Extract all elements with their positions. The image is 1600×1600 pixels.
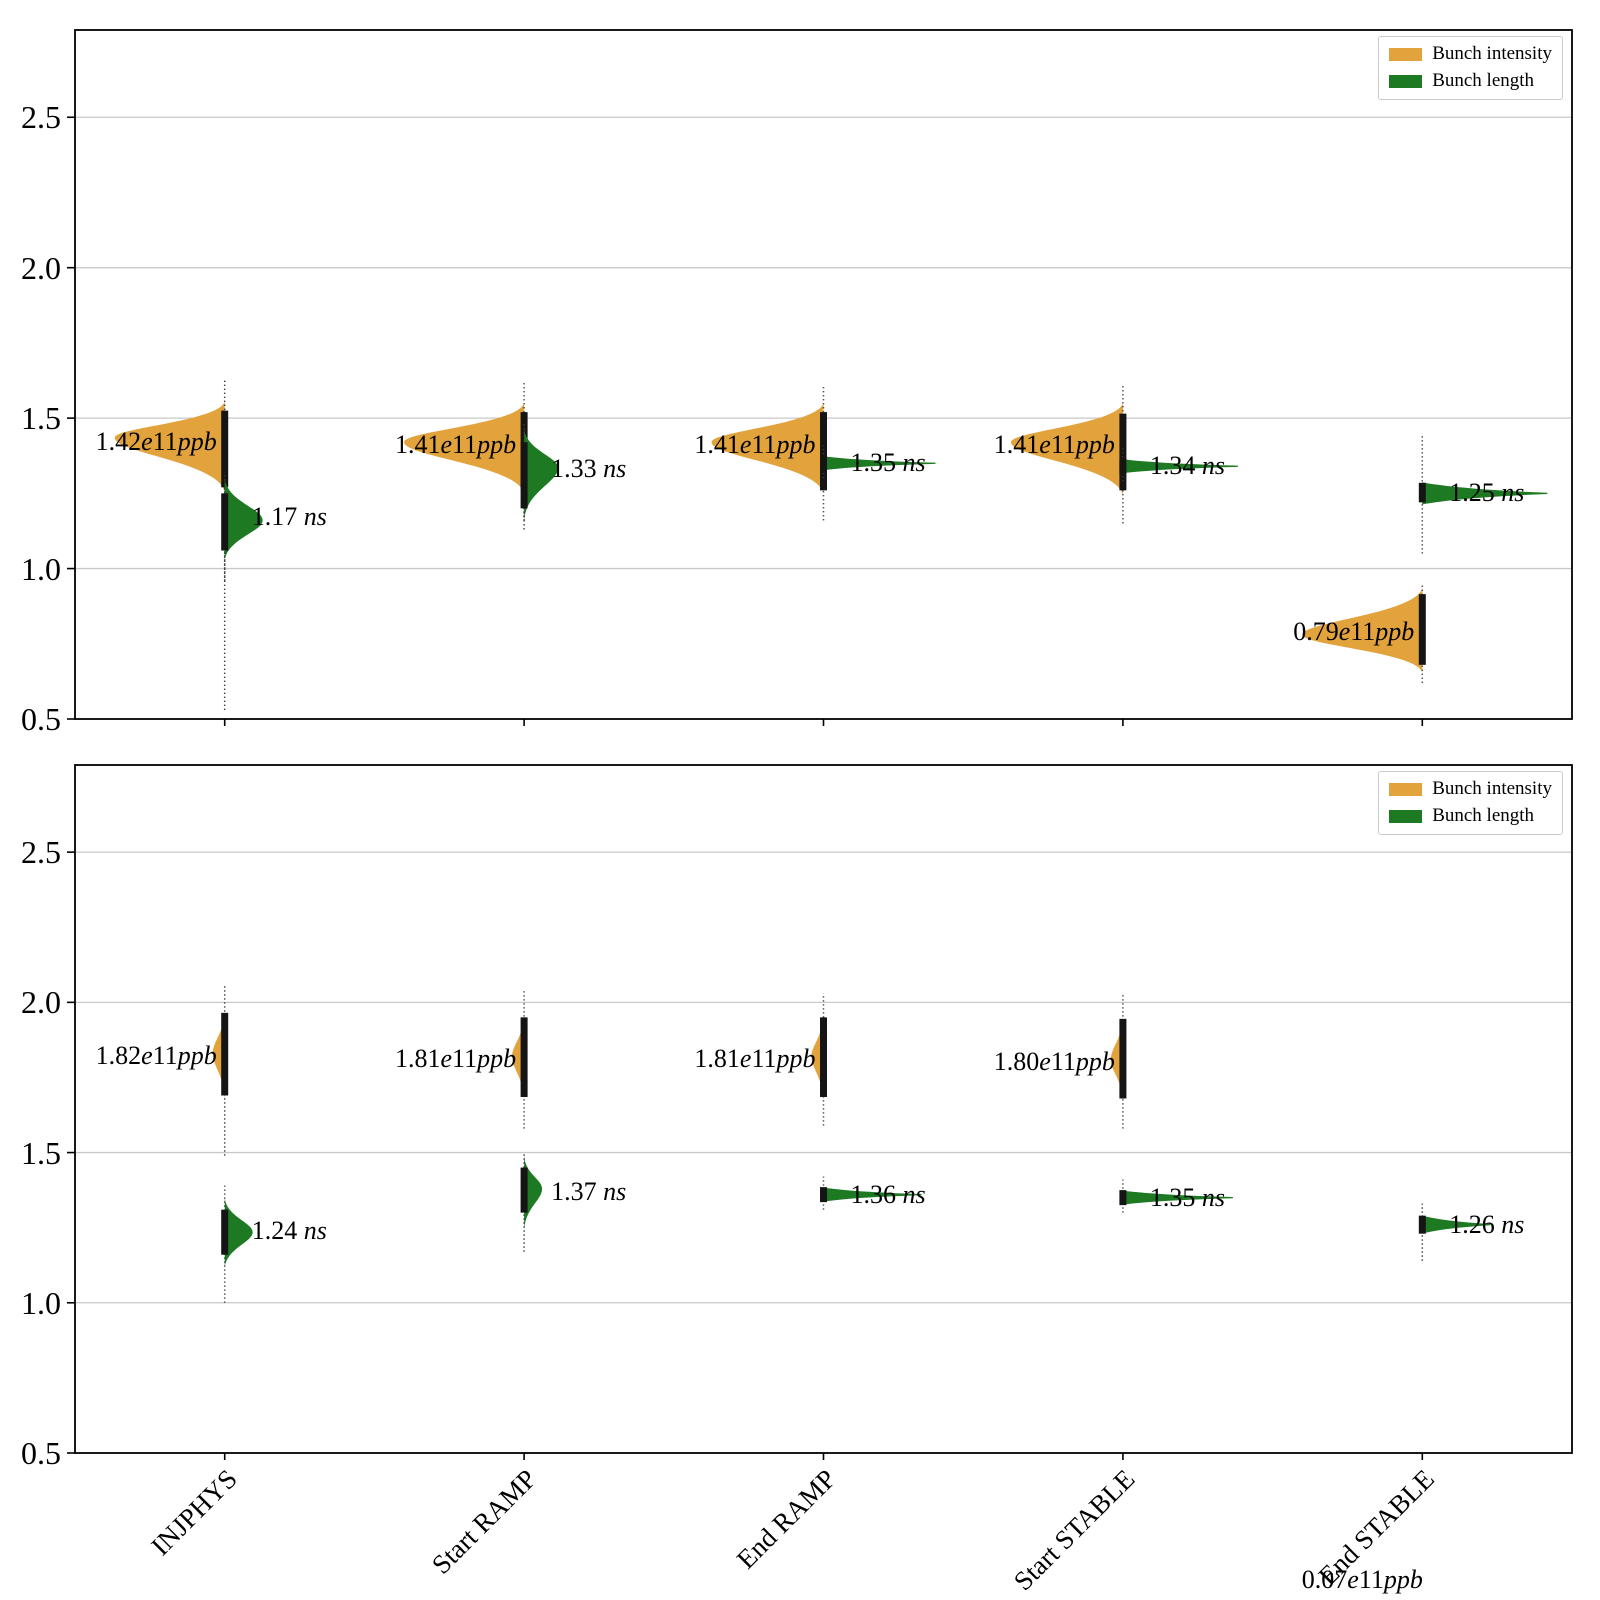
bunch-length-swatch-icon <box>1389 74 1423 88</box>
box-bar-bunch-intensity-end-stable <box>1418 594 1426 665</box>
violin-bunch-length-start-ramp <box>524 428 559 521</box>
box-bar-bunch-length-end-ramp <box>820 455 827 471</box>
violin-bunch-length-start-stable <box>1122 1190 1233 1205</box>
box-bar-bunch-length-injphys <box>221 493 229 551</box>
box-bar-bunch-length-end-stable <box>1418 1215 1426 1234</box>
legend-entry-bunch-intensity: Bunch intensity <box>1389 43 1552 65</box>
box-bar-bunch-length-end-stable <box>1418 482 1426 503</box>
violin-bunch-length-end-stable <box>1422 1215 1491 1234</box>
violin-bunch-length-start-ramp <box>524 1155 543 1231</box>
box-bar-bunch-length-start-stable <box>1119 458 1127 474</box>
violin-bunch-length-end-stable <box>1422 482 1548 505</box>
violin-bunch-length-start-stable <box>1122 459 1238 474</box>
box-bar-bunch-intensity-start-stable <box>1119 413 1127 491</box>
violin-bunch-length-injphys <box>224 478 263 562</box>
legend-label-bunch-intensity: Bunch intensity <box>1432 778 1552 799</box>
box-bar-bunch-intensity-injphys <box>221 410 229 488</box>
box-bar-bunch-length-start-ramp <box>520 1167 528 1213</box>
legend-bottom: Bunch intensity Bunch length <box>1378 771 1563 835</box>
legend-label-bunch-intensity: Bunch intensity <box>1432 43 1552 64</box>
axes-frame <box>74 29 1573 720</box>
legend-entry-bunch-intensity: Bunch intensity <box>1389 778 1552 800</box>
bunch-intensity-swatch-icon <box>1389 47 1423 61</box>
box-bar-bunch-intensity-injphys <box>221 1012 229 1096</box>
violin-bunch-intensity-start-stable <box>1010 403 1123 495</box>
violin-bunch-intensity-end-stable <box>1302 588 1423 673</box>
violin-bunch-intensity-injphys <box>114 401 225 492</box>
legend-entry-bunch-length: Bunch length <box>1389 69 1552 92</box>
box-bar-bunch-intensity-end-ramp <box>820 412 827 491</box>
box-bar-bunch-length-start-stable <box>1119 1190 1127 1206</box>
violin-bunch-intensity-end-ramp <box>711 403 824 494</box>
bunch-length-swatch-icon <box>1389 809 1423 823</box>
box-bar-bunch-intensity-end-ramp <box>820 1017 827 1097</box>
box-bar-bunch-length-start-ramp <box>520 442 528 509</box>
legend-top: Bunch intensity Bunch length <box>1378 36 1563 100</box>
legend-label-bunch-length: Bunch length <box>1432 804 1535 826</box>
box-bar-bunch-intensity-start-ramp <box>520 1017 528 1097</box>
violin-bunch-length-end-ramp <box>823 456 936 471</box>
legend-label-bunch-length: Bunch length <box>1432 69 1535 91</box>
box-bar-bunch-length-injphys <box>221 1209 229 1255</box>
violin-bunch-intensity-start-ramp <box>404 403 525 494</box>
bunch-intensity-swatch-icon <box>1389 782 1423 796</box>
violin-bunch-length-end-ramp <box>823 1187 922 1202</box>
axes-frame <box>74 764 1573 1454</box>
legend-entry-bunch-length: Bunch length <box>1389 804 1552 827</box>
violin-bunch-length-injphys <box>224 1197 253 1269</box>
box-bar-bunch-length-end-ramp <box>820 1187 827 1203</box>
box-bar-bunch-intensity-start-stable <box>1119 1018 1127 1099</box>
